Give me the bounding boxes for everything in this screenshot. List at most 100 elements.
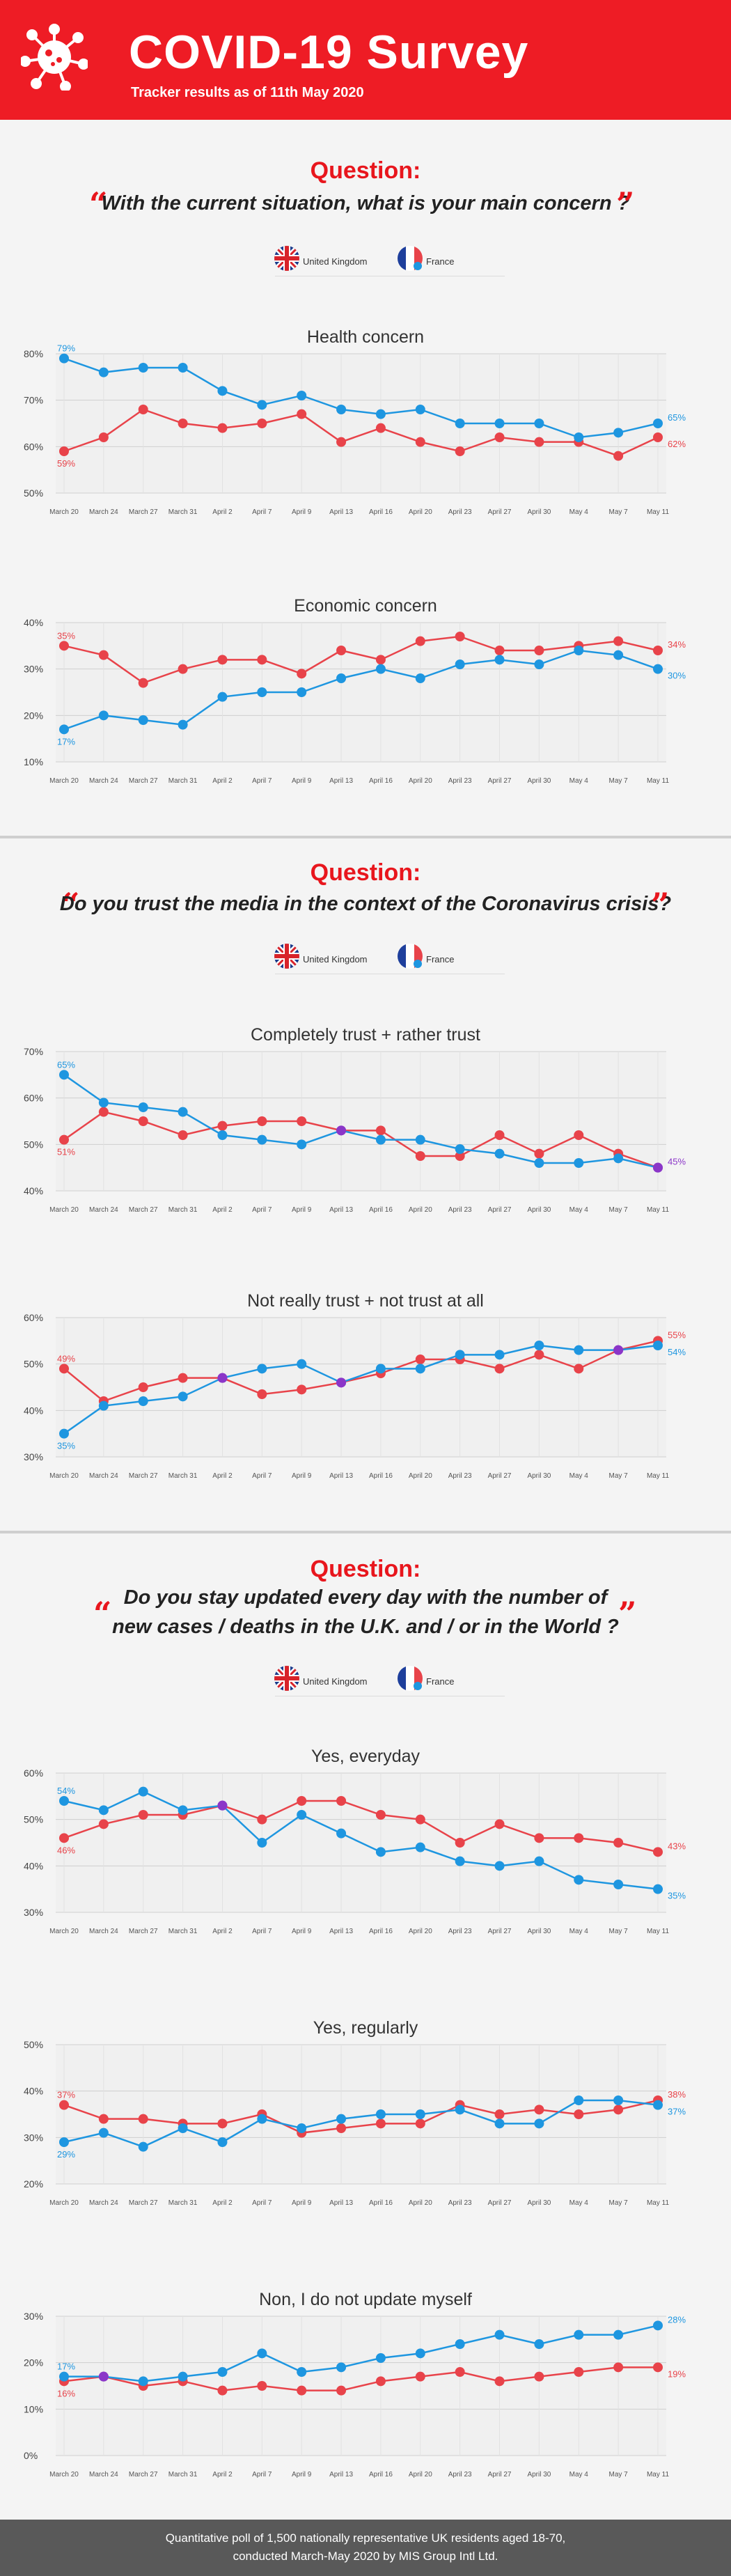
series-france-point — [534, 659, 544, 669]
section-divider — [0, 1531, 731, 1533]
series-france-point — [217, 2137, 228, 2147]
series-uk-point — [574, 2367, 584, 2377]
series-france-point — [415, 2109, 425, 2119]
france-flag-icon — [398, 1666, 423, 1691]
series-france-line — [63, 649, 659, 731]
x-tick-label: May 7 — [609, 1928, 629, 1935]
series-france-point — [98, 1400, 109, 1411]
series-uk-point — [534, 437, 544, 447]
series-france-point — [375, 1847, 386, 1857]
series-france-point — [455, 2339, 465, 2349]
series-france-point — [217, 386, 228, 396]
x-tick-label: April 30 — [527, 1472, 551, 1480]
question-label-3: Question: — [310, 1556, 421, 1582]
series-uk-line — [63, 635, 659, 685]
series-france-point — [59, 724, 69, 735]
x-tick-label: March 27 — [129, 1206, 158, 1214]
uk-flag-icon — [274, 1666, 299, 1691]
france-first-value-label: 54% — [57, 1786, 75, 1796]
legend-uk-label: United Kingdom — [303, 954, 368, 965]
x-tick-label: March 31 — [168, 508, 198, 516]
x-tick-label: April 30 — [527, 2471, 551, 2479]
x-tick-label: April 30 — [527, 2199, 551, 2207]
x-tick-label: April 20 — [409, 1206, 432, 1214]
series-france-point — [613, 1880, 624, 1889]
series-uk-point — [534, 1148, 544, 1159]
series-france-point — [59, 1796, 69, 1806]
series-uk-point — [375, 1125, 386, 1136]
series-uk-line — [63, 1340, 659, 1403]
legend-uk-label: United Kingdom — [303, 1676, 368, 1687]
series-france-point — [59, 1070, 69, 1080]
series-uk-point — [138, 405, 148, 414]
series-france-point — [217, 1800, 228, 1811]
x-tick-label: April 9 — [292, 1472, 312, 1480]
x-tick-label: April 20 — [409, 2199, 432, 2207]
series-uk-point — [336, 646, 347, 655]
x-tick-label: April 23 — [448, 2199, 472, 2207]
x-tick-label: April 16 — [369, 2471, 393, 2479]
chart-everyday: 30% 40% 50% 60% March 20 March 24 March 27 Marc… — [24, 1767, 686, 1935]
series-france-point — [217, 2367, 228, 2377]
x-tick-label: April 2 — [212, 2471, 233, 2479]
y-tick-label: 40% — [24, 617, 43, 628]
legend-uk-label: United Kingdom — [303, 256, 368, 267]
y-tick-label: 0% — [24, 2450, 38, 2461]
x-tick-label: April 20 — [409, 2471, 432, 2479]
plot-area — [56, 2045, 666, 2184]
question-label-2: Question: — [310, 859, 421, 886]
y-tick-label: 10% — [24, 756, 43, 767]
series-uk-point — [613, 1838, 624, 1848]
close-quote-icon: ” — [651, 886, 670, 923]
series-uk-point — [297, 1116, 307, 1126]
france-first-value-label: 79% — [57, 343, 75, 354]
plot-area — [56, 623, 666, 762]
uk-flag-icon — [274, 944, 299, 969]
x-tick-label: April 16 — [369, 1206, 393, 1214]
series-france-point — [574, 1875, 584, 1885]
series-france-point — [138, 715, 148, 725]
y-tick-label: 40% — [24, 1185, 43, 1196]
question-text-2: Do you trust the media in the context of… — [59, 893, 672, 915]
x-tick-label: March 24 — [89, 508, 118, 516]
series-france-point — [375, 409, 386, 419]
page-title: COVID-19 Survey — [129, 26, 529, 79]
france-last-value-label: 35% — [668, 1891, 686, 1901]
x-tick-label: April 20 — [409, 1472, 432, 1480]
series-uk-point — [257, 2381, 267, 2391]
series-france-point — [653, 419, 663, 428]
series-france-point — [178, 719, 188, 730]
series-uk-point — [297, 409, 307, 419]
x-tick-label: March 24 — [89, 2471, 118, 2479]
series-uk-point — [178, 1130, 188, 1140]
x-tick-label: April 9 — [292, 777, 312, 785]
x-tick-label: April 30 — [527, 508, 551, 516]
series-france-point — [257, 1364, 267, 1374]
series-france-point — [336, 1125, 347, 1136]
x-tick-label: April 23 — [448, 508, 472, 516]
y-tick-label: 20% — [24, 2178, 43, 2189]
x-tick-label: April 2 — [212, 1472, 233, 1480]
series-uk-point — [59, 1364, 69, 1374]
chart-distrust: 30% 40% 50% 60% March 20 March 24 March 27 Marc… — [24, 1312, 686, 1480]
series-uk-line — [63, 2366, 658, 2391]
series-france-point — [375, 1134, 386, 1145]
series-france-point — [257, 400, 267, 410]
x-tick-label: May 4 — [569, 2471, 589, 2479]
series-france-point — [98, 1098, 109, 1108]
series-uk-point — [217, 423, 228, 433]
y-tick-label: 20% — [24, 2357, 43, 2368]
x-tick-label: March 24 — [89, 1928, 118, 1935]
uk-last-value-label: 55% — [668, 1329, 686, 1340]
series-france-point — [534, 419, 544, 428]
series-france-point — [613, 1345, 624, 1355]
series-france-point — [336, 1377, 347, 1388]
series-uk-point — [217, 655, 228, 665]
series-france-point — [257, 2114, 267, 2124]
france-first-value-label: 35% — [57, 1441, 75, 1451]
series-uk-point — [494, 2376, 505, 2387]
x-tick-label: April 7 — [252, 777, 272, 785]
series-france-point — [257, 1134, 267, 1145]
series-uk-line — [63, 1800, 659, 1853]
footer: Quantitative poll of 1,500 nationally re… — [0, 2520, 731, 2576]
